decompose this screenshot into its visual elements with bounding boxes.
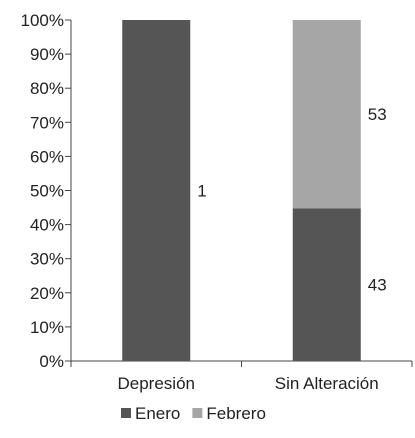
y-tick-label: 10% bbox=[30, 318, 64, 337]
legend-swatch bbox=[121, 408, 131, 418]
y-tick-label: 40% bbox=[30, 216, 64, 235]
y-tick-label: 30% bbox=[30, 250, 64, 269]
data-label: 53 bbox=[368, 105, 387, 124]
bars bbox=[122, 20, 361, 361]
legend-label: Febrero bbox=[206, 404, 266, 423]
y-tick-label: 80% bbox=[30, 79, 64, 98]
x-category-label: Sin Alteración bbox=[275, 374, 379, 393]
bar-segment bbox=[292, 208, 361, 361]
legend-swatch bbox=[192, 408, 203, 418]
y-tick-label: 50% bbox=[30, 182, 64, 201]
y-tick-label: 20% bbox=[30, 284, 64, 303]
legend: Enero Febrero bbox=[121, 404, 266, 423]
y-tick-label: 0% bbox=[39, 352, 64, 371]
bar-segment bbox=[292, 20, 361, 209]
y-tick-label: 60% bbox=[30, 147, 64, 166]
y-tick-label: 100% bbox=[21, 11, 64, 30]
labels: 1 Depresión 43 53 Sin Alteración bbox=[118, 105, 387, 393]
data-label: 1 bbox=[197, 182, 206, 201]
legend-label: Enero bbox=[135, 404, 180, 423]
y-tick-label: 70% bbox=[30, 113, 64, 132]
y-tick-label: 90% bbox=[30, 45, 64, 64]
bar-segment bbox=[122, 20, 191, 361]
x-category-label: Depresión bbox=[118, 374, 196, 393]
data-label: 43 bbox=[368, 276, 387, 295]
